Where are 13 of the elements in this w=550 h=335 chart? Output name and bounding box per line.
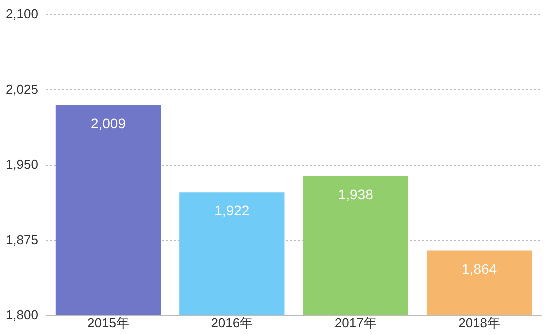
data-label: 1,938 [338, 186, 374, 203]
y-tick-label: 2,025 [6, 82, 38, 97]
y-tick-label: 2,100 [6, 6, 38, 22]
data-label: 1,922 [214, 202, 250, 219]
x-tick-label: 2017年 [334, 316, 377, 330]
data-label: 1,864 [462, 260, 498, 277]
x-tick-label: 2016年 [211, 316, 254, 330]
y-tick-label: 1,950 [6, 157, 38, 172]
data-label: 2,009 [90, 115, 126, 132]
x-tick-label: 2015年 [88, 316, 130, 330]
y-tick-label: 1,875 [6, 232, 38, 248]
y-tick-label: 1,800 [6, 308, 38, 322]
x-tick-label: 2018年 [458, 316, 500, 330]
